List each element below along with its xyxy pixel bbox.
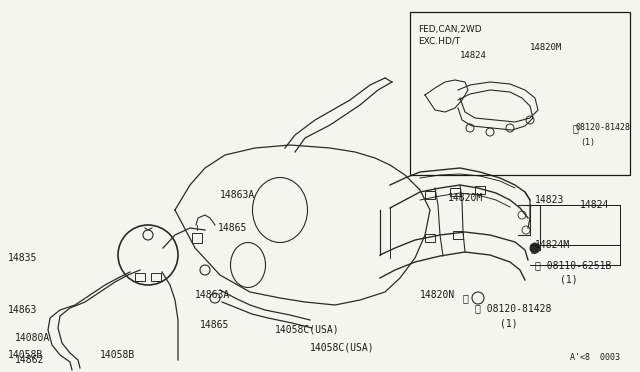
Bar bbox=[410, 12, 630, 175]
Bar bbox=[453, 231, 463, 239]
Text: 14823: 14823 bbox=[535, 195, 564, 205]
Circle shape bbox=[530, 243, 540, 253]
Text: 14863: 14863 bbox=[8, 305, 37, 315]
Text: (1): (1) bbox=[580, 138, 595, 148]
Bar bbox=[192, 233, 202, 243]
Text: 14865: 14865 bbox=[200, 320, 229, 330]
Text: 14058C(USA): 14058C(USA) bbox=[310, 343, 374, 353]
Bar bbox=[450, 188, 460, 196]
Text: Ⓑ: Ⓑ bbox=[572, 123, 578, 133]
Text: 14862: 14862 bbox=[15, 355, 44, 365]
Text: Ⓑ 08110-6251B: Ⓑ 08110-6251B bbox=[535, 260, 611, 270]
Text: 14058B: 14058B bbox=[8, 350, 44, 360]
Text: FED,CAN,2WD
EXC.HD/T: FED,CAN,2WD EXC.HD/T bbox=[418, 25, 482, 46]
Text: Ⓑ: Ⓑ bbox=[530, 243, 536, 253]
Text: Ⓑ 08120-81428: Ⓑ 08120-81428 bbox=[475, 303, 552, 313]
Text: 14824: 14824 bbox=[460, 51, 487, 60]
Text: 08120-81428: 08120-81428 bbox=[575, 124, 630, 132]
Text: 14824M: 14824M bbox=[535, 240, 570, 250]
Text: 14824: 14824 bbox=[580, 200, 609, 210]
Bar bbox=[475, 186, 485, 194]
Bar bbox=[425, 234, 435, 242]
Text: 14865: 14865 bbox=[218, 223, 248, 233]
Text: 14058B: 14058B bbox=[100, 350, 135, 360]
Text: 14080A: 14080A bbox=[15, 333, 51, 343]
Text: 14835: 14835 bbox=[8, 253, 37, 263]
Text: 14058C(USA): 14058C(USA) bbox=[275, 325, 340, 335]
Bar bbox=[135, 273, 145, 281]
Text: 14863A: 14863A bbox=[195, 290, 230, 300]
Bar bbox=[151, 273, 161, 281]
Text: (1): (1) bbox=[560, 275, 578, 285]
Text: Ⓑ: Ⓑ bbox=[462, 293, 468, 303]
Text: 14820N: 14820N bbox=[420, 290, 455, 300]
Text: A'<8  0003: A'<8 0003 bbox=[570, 353, 620, 362]
Text: (1): (1) bbox=[500, 318, 518, 328]
Text: 14820M: 14820M bbox=[448, 193, 483, 203]
Text: 14820M: 14820M bbox=[530, 44, 563, 52]
Text: 14863A: 14863A bbox=[220, 190, 255, 200]
Bar bbox=[425, 191, 435, 199]
